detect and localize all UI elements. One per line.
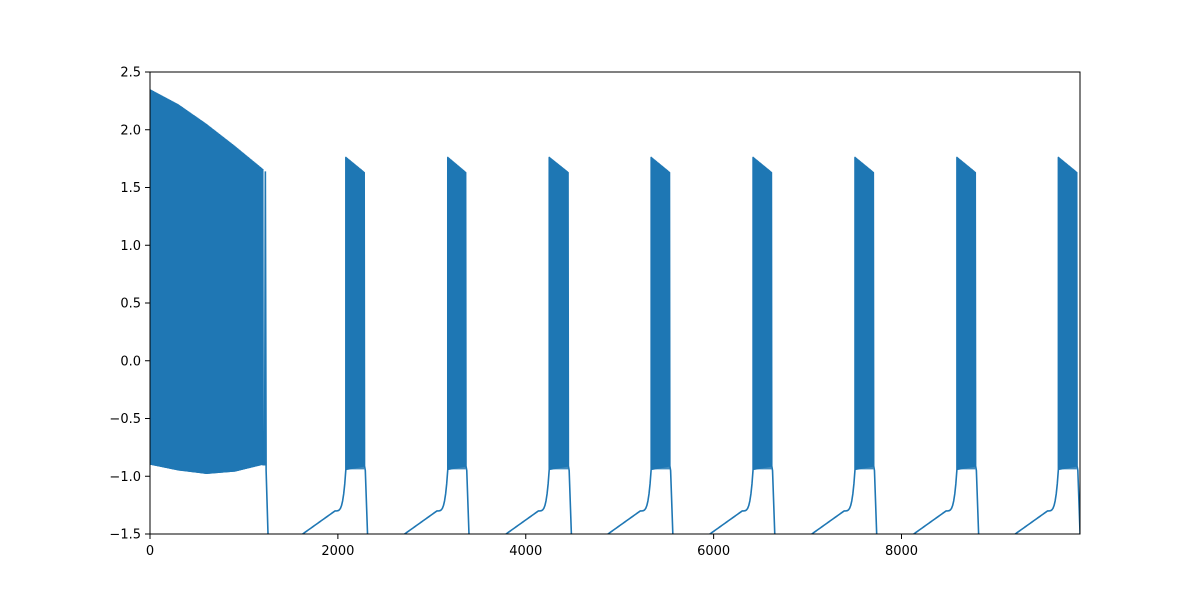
series-initial-band-fill (150, 89, 263, 474)
x-tick-label: 8000 (885, 544, 918, 559)
y-tick-label: 0.5 (120, 297, 141, 312)
series-burst-fill (549, 157, 569, 470)
series-layer (150, 89, 1080, 534)
series-burst-fill (447, 157, 466, 470)
y-axis: −1.5 −1.0 −0.5 0.0 0.5 1.0 1.5 2.0 2.5 (109, 66, 150, 543)
plot-area (149, 71, 1081, 535)
y-tick-label: 2.0 (120, 123, 141, 138)
axes-frame (149, 71, 1081, 535)
y-tick-label: −1.5 (109, 528, 141, 543)
y-tick-label: −0.5 (109, 412, 141, 427)
series-burst-fill (753, 157, 772, 470)
x-tick-label: 6000 (697, 544, 730, 559)
y-tick-label: 1.0 (120, 239, 141, 254)
series-burst-fill (651, 157, 670, 470)
x-axis: 0 2000 4000 6000 8000 (146, 534, 918, 559)
series-burst-fill (345, 157, 365, 470)
x-tick-label: 4000 (509, 544, 542, 559)
series-burst-fill (855, 157, 874, 470)
y-tick-label: −1.0 (109, 470, 141, 485)
x-tick-label: 2000 (321, 544, 354, 559)
x-tick-label: 0 (146, 544, 154, 559)
series-burst-fill (956, 157, 976, 470)
y-tick-label: 2.5 (120, 66, 141, 81)
y-tick-label: 0.0 (120, 354, 141, 369)
y-tick-label: 1.5 (120, 181, 141, 196)
series-burst-fill (1058, 157, 1077, 470)
